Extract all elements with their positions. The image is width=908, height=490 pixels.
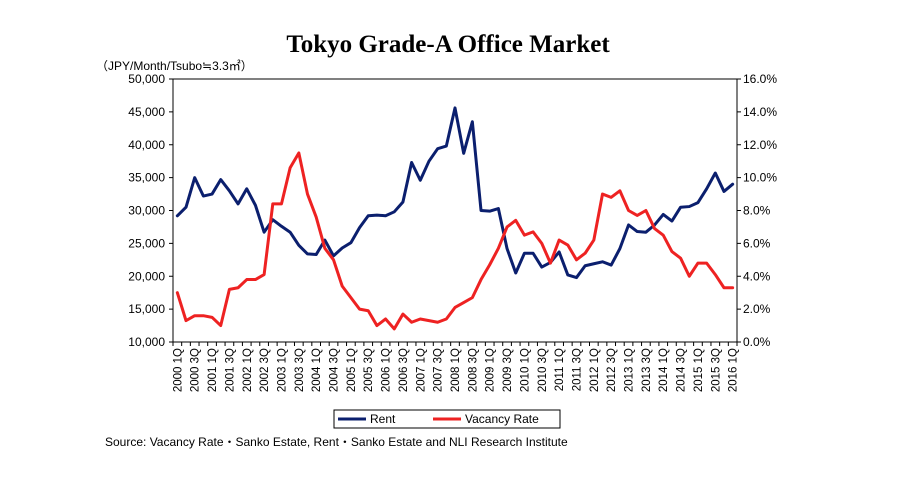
x-tick-label: 2009 1Q (485, 348, 497, 392)
y-axis-unit-label: （JPY/Month/Tsubo≒3.3㎡） (96, 59, 253, 73)
y-right-tick-label: 8.0% (743, 204, 771, 218)
y-right-tick-label: 0.0% (743, 335, 771, 349)
x-tick-label: 2012 3Q (606, 348, 618, 392)
x-tick-label: 2004 1Q (311, 348, 323, 392)
x-tick-label: 2011 3Q (571, 348, 583, 391)
x-tick-label: 2000 1Q (172, 348, 184, 392)
x-tick-label: 2010 1Q (519, 348, 531, 392)
x-tick-label: 2010 3Q (537, 348, 549, 392)
x-tick-label: 2002 3Q (259, 348, 271, 392)
x-tick-label: 2009 3Q (502, 348, 514, 392)
y-left-tick-label: 40,000 (128, 138, 165, 152)
y-right-tick-label: 16.0% (743, 72, 777, 86)
y-right-tick-label: 10.0% (743, 171, 777, 185)
x-tick-label: 2015 1Q (693, 348, 705, 392)
x-tick-label: 2013 3Q (641, 348, 653, 392)
x-tick-label: 2014 3Q (676, 348, 688, 392)
x-tick-label: 2015 3Q (710, 348, 722, 392)
series-line-rent (175, 106, 735, 280)
x-tick-label: 2007 3Q (433, 348, 445, 392)
y-right-tick-label: 6.0% (743, 236, 771, 250)
x-tick-label: 2005 1Q (346, 348, 358, 392)
x-tick-label: 2006 3Q (398, 348, 410, 392)
y-left-tick-label: 10,000 (128, 335, 165, 349)
y-right-tick-label: 12.0% (743, 138, 777, 152)
legend: Rent Vacancy Rate (333, 409, 561, 429)
x-tick-label: 2011 1Q (554, 348, 566, 391)
y-left-tick-label: 45,000 (128, 105, 165, 119)
x-tick-label: 2005 3Q (363, 348, 375, 392)
y-left-tick-label: 50,000 (128, 72, 165, 86)
x-tick-label: 2014 1Q (658, 348, 670, 392)
legend-label-vacancy-rate: Vacancy Rate (465, 412, 539, 426)
x-tick-label: 2003 3Q (294, 348, 306, 392)
x-tick-label: 2002 1Q (242, 348, 254, 392)
source-note: Source: Vacancy Rate・Sanko Estate, Rent・… (105, 435, 568, 449)
y-right-tick-label: 14.0% (743, 105, 777, 119)
x-tick-label: 2013 1Q (624, 348, 636, 392)
y-left-tick-label: 30,000 (128, 204, 165, 218)
x-tick-label: 2004 3Q (329, 348, 341, 392)
x-tick-label: 2007 1Q (415, 348, 427, 392)
x-tick-label: 2006 1Q (381, 348, 393, 392)
x-tick-label: 2001 3Q (224, 348, 236, 392)
x-tick-label: 2008 1Q (450, 348, 462, 392)
x-tick-label: 2012 1Q (589, 348, 601, 392)
legend-label-rent: Rent (370, 412, 396, 426)
x-tick-label: 2000 3Q (190, 348, 202, 392)
x-tick-label: 2001 1Q (207, 348, 219, 392)
x-tick-label: 2003 1Q (276, 348, 288, 392)
y-left-tick-label: 20,000 (128, 269, 165, 283)
y-left-tick-label: 15,000 (128, 302, 165, 316)
y-left-tick-label: 35,000 (128, 171, 165, 185)
y-right-tick-label: 4.0% (743, 269, 771, 283)
y-left-tick-label: 25,000 (128, 236, 165, 250)
x-tick-label: 2008 3Q (467, 348, 479, 392)
chart-title: Tokyo Grade-A Office Market (286, 31, 610, 58)
series-line-vacancy-rate (175, 151, 735, 331)
y-right-tick-label: 2.0% (743, 302, 771, 316)
x-tick-label: 2016 1Q (728, 348, 740, 392)
